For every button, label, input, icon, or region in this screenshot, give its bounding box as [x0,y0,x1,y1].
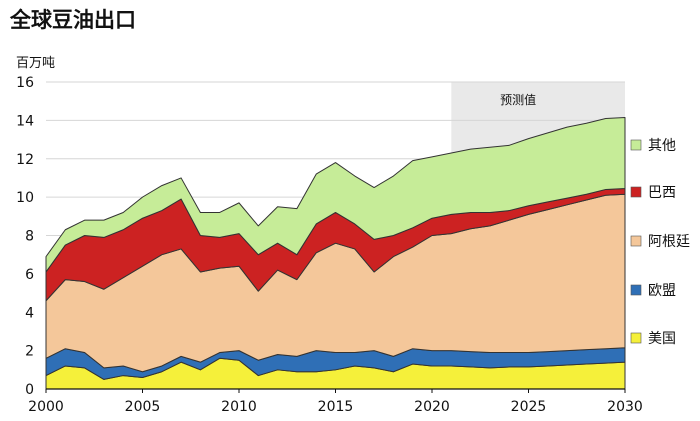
x-tick-label: 2010 [221,399,257,415]
legend-swatch [630,235,642,247]
x-tick-label: 2020 [414,399,450,415]
y-tick-label: 0 [25,382,34,398]
legend-swatch [630,139,642,151]
legend-label: 阿根廷 [648,234,690,250]
y-tick-label: 6 [25,267,34,283]
legend-swatch [630,284,642,296]
y-tick-label: 10 [16,190,34,206]
stacked-areas [45,116,626,390]
forecast-label: 预测值 [500,92,536,107]
legend-swatch [630,332,642,344]
x-tick-label: 2030 [607,399,643,415]
y-tick-label: 16 [16,75,34,91]
legend-label: 其他 [648,138,676,154]
y-tick-label: 14 [16,113,34,129]
x-tick-label: 2025 [511,399,547,415]
x-tick-label: 2005 [125,399,161,415]
y-axis-unit-label: 百万吨 [16,56,56,71]
y-tick-label: 4 [25,305,34,321]
x-tick-label: 2015 [318,399,354,415]
chart-title: 全球豆油出口 [10,8,136,32]
y-tick-label: 12 [16,152,34,168]
legend-label: 欧盟 [648,283,676,299]
legend-label: 巴西 [648,185,676,201]
y-tick-label: 2 [25,344,34,360]
y-tick-label: 8 [25,229,34,245]
legend-swatch [630,186,642,198]
area-其他 [45,116,626,273]
axes: 0 2 4 6 8 10 12 14 16 2000 2005 2010 2015 2020 2025 203… [16,75,643,415]
legend-label: 美国 [648,331,676,347]
x-tick-label: 2000 [28,399,64,415]
